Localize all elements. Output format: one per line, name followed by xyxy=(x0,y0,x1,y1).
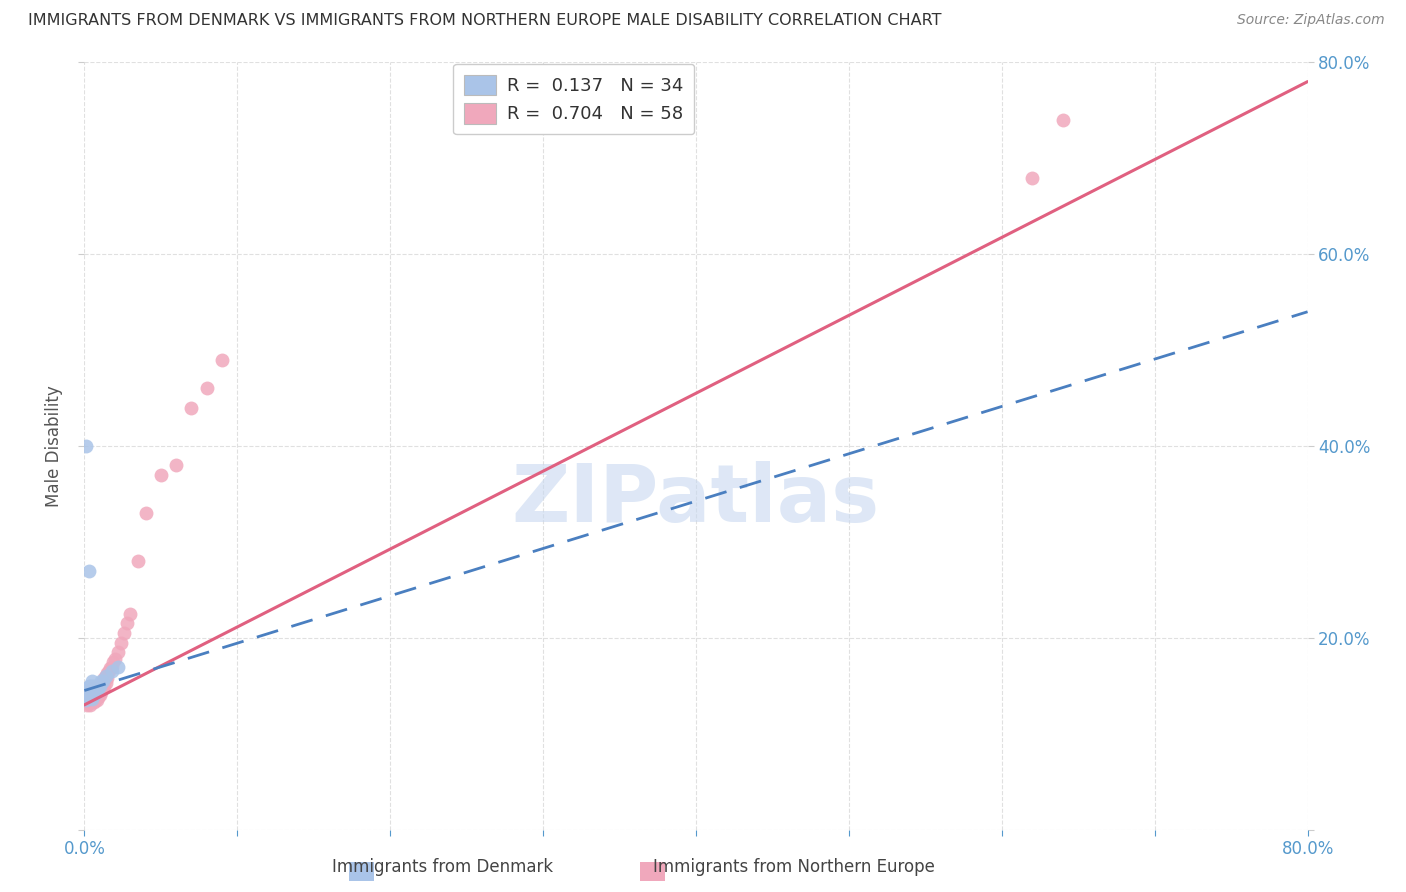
Point xyxy=(1021,170,1043,185)
Point xyxy=(80,679,103,693)
Text: Immigrants from Northern Europe: Immigrants from Northern Europe xyxy=(654,858,935,876)
Point xyxy=(101,665,124,679)
Point xyxy=(127,554,149,568)
Point xyxy=(195,382,218,396)
Point xyxy=(94,669,117,683)
Point xyxy=(86,681,108,695)
Point xyxy=(75,689,97,703)
Text: ZIPatlas: ZIPatlas xyxy=(512,460,880,539)
Point xyxy=(80,683,103,698)
Point xyxy=(84,689,107,703)
Text: Source: ZipAtlas.com: Source: ZipAtlas.com xyxy=(1237,13,1385,28)
Point xyxy=(89,689,111,703)
Point xyxy=(79,686,101,700)
Text: IMMIGRANTS FROM DENMARK VS IMMIGRANTS FROM NORTHERN EUROPE MALE DISABILITY CORRE: IMMIGRANTS FROM DENMARK VS IMMIGRANTS FR… xyxy=(28,13,942,29)
Point xyxy=(77,679,100,693)
Point xyxy=(165,458,187,473)
Point xyxy=(77,690,100,705)
Legend: R =  0.137   N = 34, R =  0.704   N = 58: R = 0.137 N = 34, R = 0.704 N = 58 xyxy=(453,64,695,135)
Point xyxy=(94,676,117,690)
Point xyxy=(98,661,121,675)
Point xyxy=(83,679,105,693)
Point xyxy=(76,690,98,705)
Point xyxy=(76,698,98,712)
Point xyxy=(79,689,101,703)
Point xyxy=(1052,113,1074,128)
Point xyxy=(86,689,108,703)
Point xyxy=(93,671,115,685)
Point xyxy=(80,692,103,706)
Point xyxy=(77,564,100,578)
Y-axis label: Male Disability: Male Disability xyxy=(45,385,63,507)
Point xyxy=(83,685,105,699)
Point xyxy=(83,690,105,705)
Point xyxy=(90,673,112,688)
Point xyxy=(76,690,98,705)
Point xyxy=(120,607,142,621)
Point xyxy=(83,689,105,703)
Point xyxy=(107,645,129,659)
Point xyxy=(149,467,172,482)
Point xyxy=(77,685,100,699)
Point xyxy=(89,679,111,693)
Point xyxy=(75,439,97,453)
Point xyxy=(91,673,114,688)
Point xyxy=(96,671,118,685)
Point xyxy=(83,681,105,695)
Point xyxy=(77,683,100,698)
Point xyxy=(80,689,103,703)
Point xyxy=(77,689,100,703)
Point xyxy=(91,681,114,695)
Point xyxy=(112,626,135,640)
Point xyxy=(75,689,97,703)
Point xyxy=(80,690,103,705)
Point xyxy=(103,655,125,669)
Point xyxy=(101,659,124,673)
Point xyxy=(211,352,233,367)
Point xyxy=(93,679,115,693)
Point xyxy=(107,659,129,673)
Point xyxy=(84,685,107,699)
Point xyxy=(77,695,100,709)
Point xyxy=(87,681,110,695)
Point xyxy=(79,690,101,705)
Point xyxy=(84,681,107,695)
Point xyxy=(83,695,105,709)
Point xyxy=(89,679,111,693)
Point xyxy=(86,683,108,698)
Point xyxy=(79,679,101,693)
Point xyxy=(115,616,138,631)
Point xyxy=(135,506,157,520)
Point xyxy=(91,673,114,688)
Point xyxy=(104,652,127,666)
Point xyxy=(87,685,110,699)
Point xyxy=(75,693,97,707)
Point xyxy=(79,692,101,706)
Point xyxy=(86,685,108,699)
Point xyxy=(110,635,132,649)
Point xyxy=(96,666,118,681)
Point xyxy=(84,683,107,698)
Point xyxy=(80,685,103,699)
Point xyxy=(94,669,117,683)
Point xyxy=(180,401,202,415)
Point xyxy=(79,682,101,697)
Point xyxy=(90,681,112,695)
Point xyxy=(80,681,103,695)
Point xyxy=(80,673,103,688)
Point xyxy=(84,693,107,707)
Point xyxy=(75,693,97,707)
Point xyxy=(86,693,108,707)
Point xyxy=(83,683,105,698)
Point xyxy=(75,683,97,698)
Point xyxy=(90,685,112,699)
Point xyxy=(80,695,103,709)
Point xyxy=(89,683,111,698)
Point xyxy=(87,690,110,705)
Point xyxy=(76,685,98,699)
Point xyxy=(79,698,101,712)
Text: Immigrants from Denmark: Immigrants from Denmark xyxy=(332,858,554,876)
Point xyxy=(97,665,120,679)
Point xyxy=(76,681,98,695)
